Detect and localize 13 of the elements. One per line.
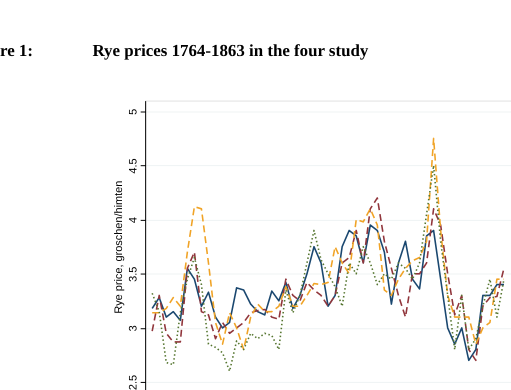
y-tick-label: 5 — [128, 108, 140, 115]
text: re 1: — [0, 40, 33, 60]
y-tick-label: 3.5 — [128, 266, 140, 282]
line-series — [151, 164, 505, 372]
y-tick-label: 4 — [128, 217, 140, 224]
y-tick-label: 3 — [128, 325, 140, 332]
line-series — [151, 224, 505, 362]
line-series — [151, 138, 505, 350]
line-series — [151, 197, 505, 362]
y-tick-label: 2.5 — [128, 374, 140, 390]
chart-title: Rye prices 1764-1863 in the four study — [92, 40, 369, 60]
y-tick-label: 4.5 — [128, 158, 140, 174]
y-axis-title: Rye price, groschen/himten — [112, 180, 125, 314]
